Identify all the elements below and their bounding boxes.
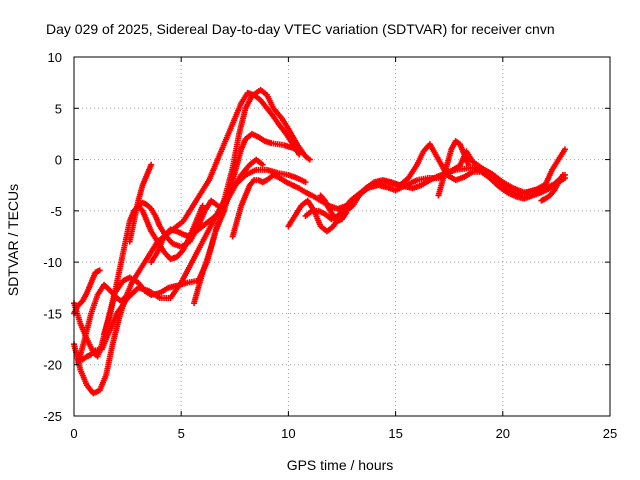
data-point bbox=[148, 161, 155, 168]
data-point bbox=[343, 209, 350, 216]
series-track-4 bbox=[75, 281, 129, 366]
y-tick-label: -25 bbox=[43, 409, 62, 424]
x-tick-label: 15 bbox=[388, 426, 402, 441]
series-track-15 bbox=[538, 171, 566, 204]
data-point bbox=[293, 146, 300, 153]
y-tick-label: 10 bbox=[48, 50, 62, 65]
x-tick-label: 25 bbox=[603, 426, 617, 441]
data-point bbox=[259, 161, 266, 168]
y-tick-label: -15 bbox=[43, 306, 62, 321]
data-point bbox=[561, 146, 568, 153]
data-point bbox=[96, 267, 103, 274]
x-tick-label: 10 bbox=[281, 426, 295, 441]
data-point bbox=[559, 171, 566, 178]
chart-title: Day 029 of 2025, Sidereal Day-to-day VTE… bbox=[46, 21, 555, 37]
series-track-10 bbox=[191, 130, 300, 307]
data-point bbox=[296, 151, 303, 158]
data-point bbox=[465, 161, 472, 168]
x-tick-label: 20 bbox=[496, 426, 510, 441]
series-track-9 bbox=[148, 156, 266, 266]
series-track-11 bbox=[229, 164, 568, 240]
plot-frame bbox=[73, 56, 611, 417]
series-track-7 bbox=[126, 161, 155, 245]
x-axis-label: GPS time / hours bbox=[287, 457, 394, 473]
data-point bbox=[302, 179, 309, 186]
x-tick-label: 0 bbox=[70, 426, 77, 441]
series-track-14 bbox=[435, 138, 472, 199]
data-point bbox=[199, 202, 206, 209]
series-track-5 bbox=[71, 267, 103, 317]
axis-ticks: 0 5 10 15 20 25 -25 -20 -15 -10 -5 0 5 10 bbox=[43, 50, 617, 441]
y-tick-label: -20 bbox=[43, 358, 62, 373]
series-track-12 bbox=[285, 141, 568, 235]
series-track-3 bbox=[75, 166, 309, 363]
series-track-1 bbox=[71, 86, 313, 360]
x-tick-label: 5 bbox=[178, 426, 185, 441]
series-track-16 bbox=[317, 192, 350, 225]
data-series bbox=[71, 86, 568, 397]
y-tick-label: 5 bbox=[55, 101, 62, 116]
y-axis-label: SDTVAR / TECUs bbox=[5, 184, 21, 296]
series-track-6 bbox=[101, 197, 228, 337]
y-tick-label: -10 bbox=[43, 255, 62, 270]
data-point bbox=[122, 294, 129, 301]
y-tick-label: 0 bbox=[55, 153, 62, 168]
y-tick-label: -5 bbox=[50, 204, 62, 219]
data-point bbox=[306, 156, 313, 163]
